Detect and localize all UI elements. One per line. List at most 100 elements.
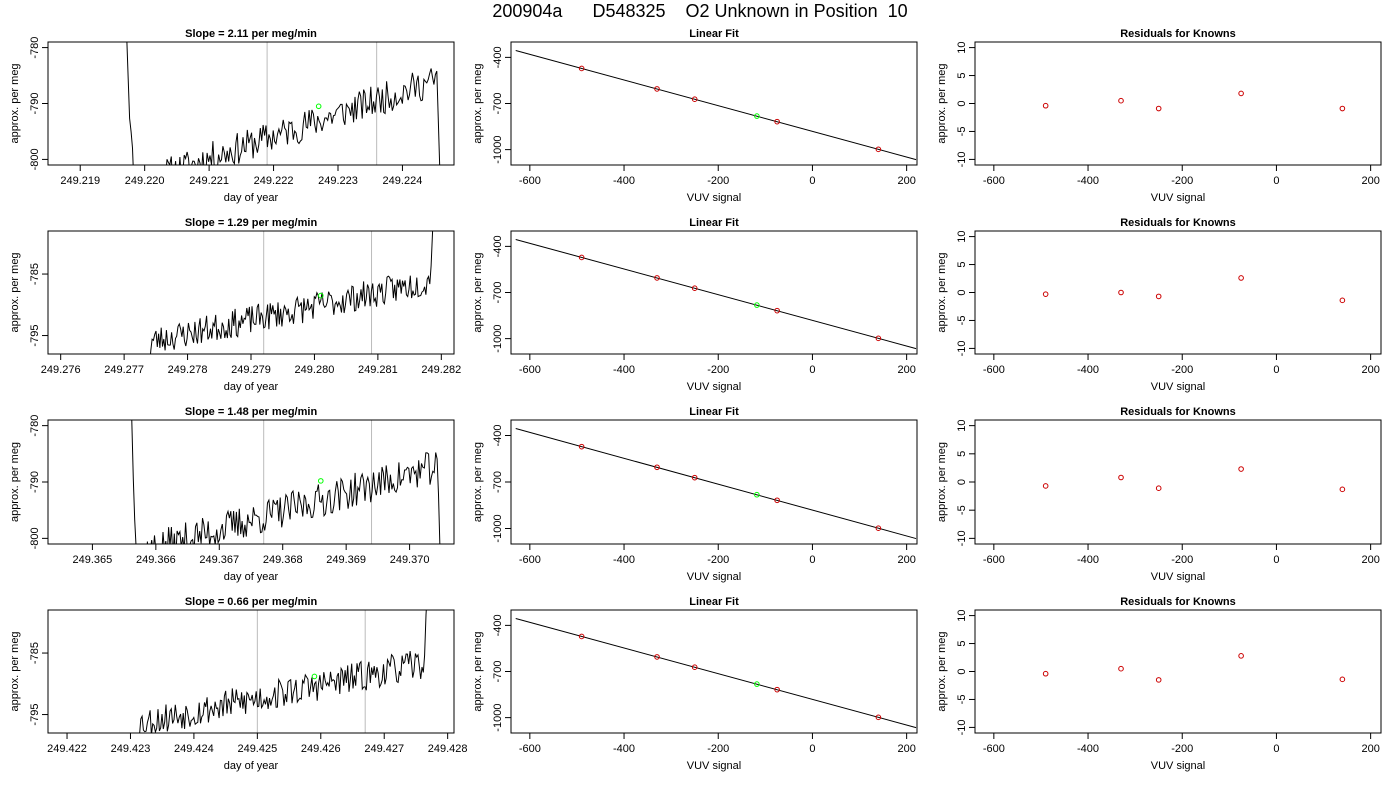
- y-axis-label: approx. per meg: [9, 442, 21, 522]
- y-axis-label: approx. per meg: [936, 252, 948, 332]
- known-point: [654, 464, 660, 471]
- known-point: [875, 335, 882, 342]
- panel-title: Residuals for Knowns: [1120, 217, 1236, 229]
- x-tick-label: -400: [613, 175, 635, 187]
- fit-line: [515, 428, 917, 540]
- known-point: [1042, 670, 1049, 677]
- x-tick-label: 249.223: [318, 175, 358, 187]
- x-axis-label: day of year: [224, 571, 279, 583]
- data-trace: [150, 231, 434, 354]
- panel-1-1: Slope = 2.11 per meg/min 249.219 249.220 24…: [9, 28, 455, 204]
- x-tick-label: 249.220: [125, 175, 165, 187]
- x-tick-label: 0: [1273, 364, 1279, 376]
- known-point: [691, 96, 698, 102]
- unknown-time-marker: [317, 478, 324, 484]
- known-point: [774, 118, 780, 125]
- known-point: [1155, 293, 1162, 300]
- y-tick-label: -5: [956, 127, 968, 137]
- x-tick-label: 0: [809, 175, 815, 187]
- known-point: [1118, 474, 1124, 481]
- known-point: [1339, 297, 1346, 304]
- known-point: [1339, 676, 1346, 683]
- y-tick-label: 10: [956, 609, 968, 621]
- plot-frame: [510, 41, 918, 166]
- known-point: [578, 633, 585, 640]
- known-point: [1238, 275, 1244, 281]
- x-tick-label: 249.281: [358, 364, 398, 376]
- x-axis-label: VUV signal: [687, 571, 741, 583]
- x-tick-label: 249.276: [41, 364, 81, 376]
- x-tick-label: 249.219: [60, 175, 100, 187]
- known-point: [578, 443, 585, 450]
- y-tick-label: -10: [956, 719, 968, 735]
- x-axis-label: day of year: [224, 760, 279, 772]
- y-tick-label: -400: [492, 235, 504, 257]
- x-axis-label: day of year: [224, 381, 279, 393]
- known-point: [1238, 653, 1244, 659]
- y-tick-label: -5: [956, 316, 968, 326]
- x-tick-label: 249.279: [231, 364, 271, 376]
- y-tick-label: 0: [956, 289, 968, 295]
- plot-frame: [510, 230, 918, 355]
- x-tick-label: -600: [983, 364, 1005, 376]
- panel-title: Linear Fit: [689, 596, 739, 608]
- x-axis-label: VUV signal: [1151, 192, 1205, 204]
- panel-3-3: Residuals for Knowns -600 -400 -200 0 200 -10 -…: [936, 406, 1382, 583]
- plot-area: [1042, 90, 1346, 112]
- y-tick-label: -800: [29, 527, 41, 549]
- y-tick-label: -700: [492, 281, 504, 303]
- panel-title: Residuals for Knowns: [1120, 28, 1236, 40]
- figure-title: 200904a D548325 O2 Unknown in Position 1…: [492, 1, 908, 21]
- known-point: [1155, 677, 1162, 683]
- x-axis-label: VUV signal: [1151, 571, 1205, 583]
- x-tick-label: 249.368: [263, 554, 303, 566]
- x-tick-label: 249.422: [47, 743, 87, 755]
- x-tick-label: 249.370: [390, 554, 430, 566]
- y-tick-label: -400: [492, 614, 504, 636]
- y-tick-label: -1000: [492, 325, 504, 353]
- y-tick-label: 10: [956, 230, 968, 242]
- y-tick-label: 0: [956, 668, 968, 674]
- unknown-point: [754, 302, 760, 308]
- known-point: [691, 474, 698, 481]
- y-axis-label: approx. per meg: [9, 631, 21, 711]
- known-point: [1118, 97, 1124, 104]
- y-tick-label: -700: [492, 471, 504, 493]
- panel-title: Linear Fit: [689, 217, 739, 229]
- x-tick-label: -400: [613, 554, 635, 566]
- plot-area: [515, 49, 917, 161]
- y-tick-label: -1000: [492, 136, 504, 164]
- known-point: [1339, 105, 1346, 112]
- panel-4-3: Residuals for Knowns -600 -400 -200 0 200 -10 -…: [936, 596, 1382, 772]
- panel-title: Residuals for Knowns: [1120, 596, 1236, 608]
- plot-area: [515, 238, 917, 350]
- y-axis-label: approx. per meg: [936, 442, 948, 522]
- plot-frame: [47, 230, 455, 355]
- known-point: [875, 714, 882, 721]
- known-point: [1155, 105, 1162, 112]
- panel-title: Residuals for Knowns: [1120, 406, 1236, 418]
- x-tick-label: 0: [809, 554, 815, 566]
- y-tick-label: 10: [956, 41, 968, 53]
- y-tick-label: 5: [956, 640, 968, 646]
- x-tick-label: 249.425: [237, 743, 277, 755]
- plot-area: [515, 428, 917, 540]
- known-point: [1155, 485, 1162, 492]
- x-tick-label: -400: [613, 743, 635, 755]
- y-tick-label: -1000: [492, 704, 504, 732]
- y-tick-label: 0: [956, 479, 968, 485]
- y-axis-label: approx. per meg: [472, 631, 484, 711]
- x-tick-label: -200: [1171, 175, 1193, 187]
- known-point: [1118, 289, 1124, 296]
- y-tick-label: -5: [956, 505, 968, 515]
- y-tick-label: -700: [492, 660, 504, 682]
- unknown-point: [754, 113, 760, 119]
- panel-4-1: Slope = 0.66 per meg/min 249.422 249.423 24…: [9, 596, 468, 772]
- x-tick-label: 200: [897, 175, 915, 187]
- y-tick-label: 5: [956, 72, 968, 78]
- unknown-time-marker: [315, 103, 322, 110]
- x-axis-label: day of year: [224, 192, 279, 204]
- x-tick-label: 200: [1361, 743, 1379, 755]
- plot-area: [515, 617, 917, 729]
- plot-area: [1042, 275, 1346, 304]
